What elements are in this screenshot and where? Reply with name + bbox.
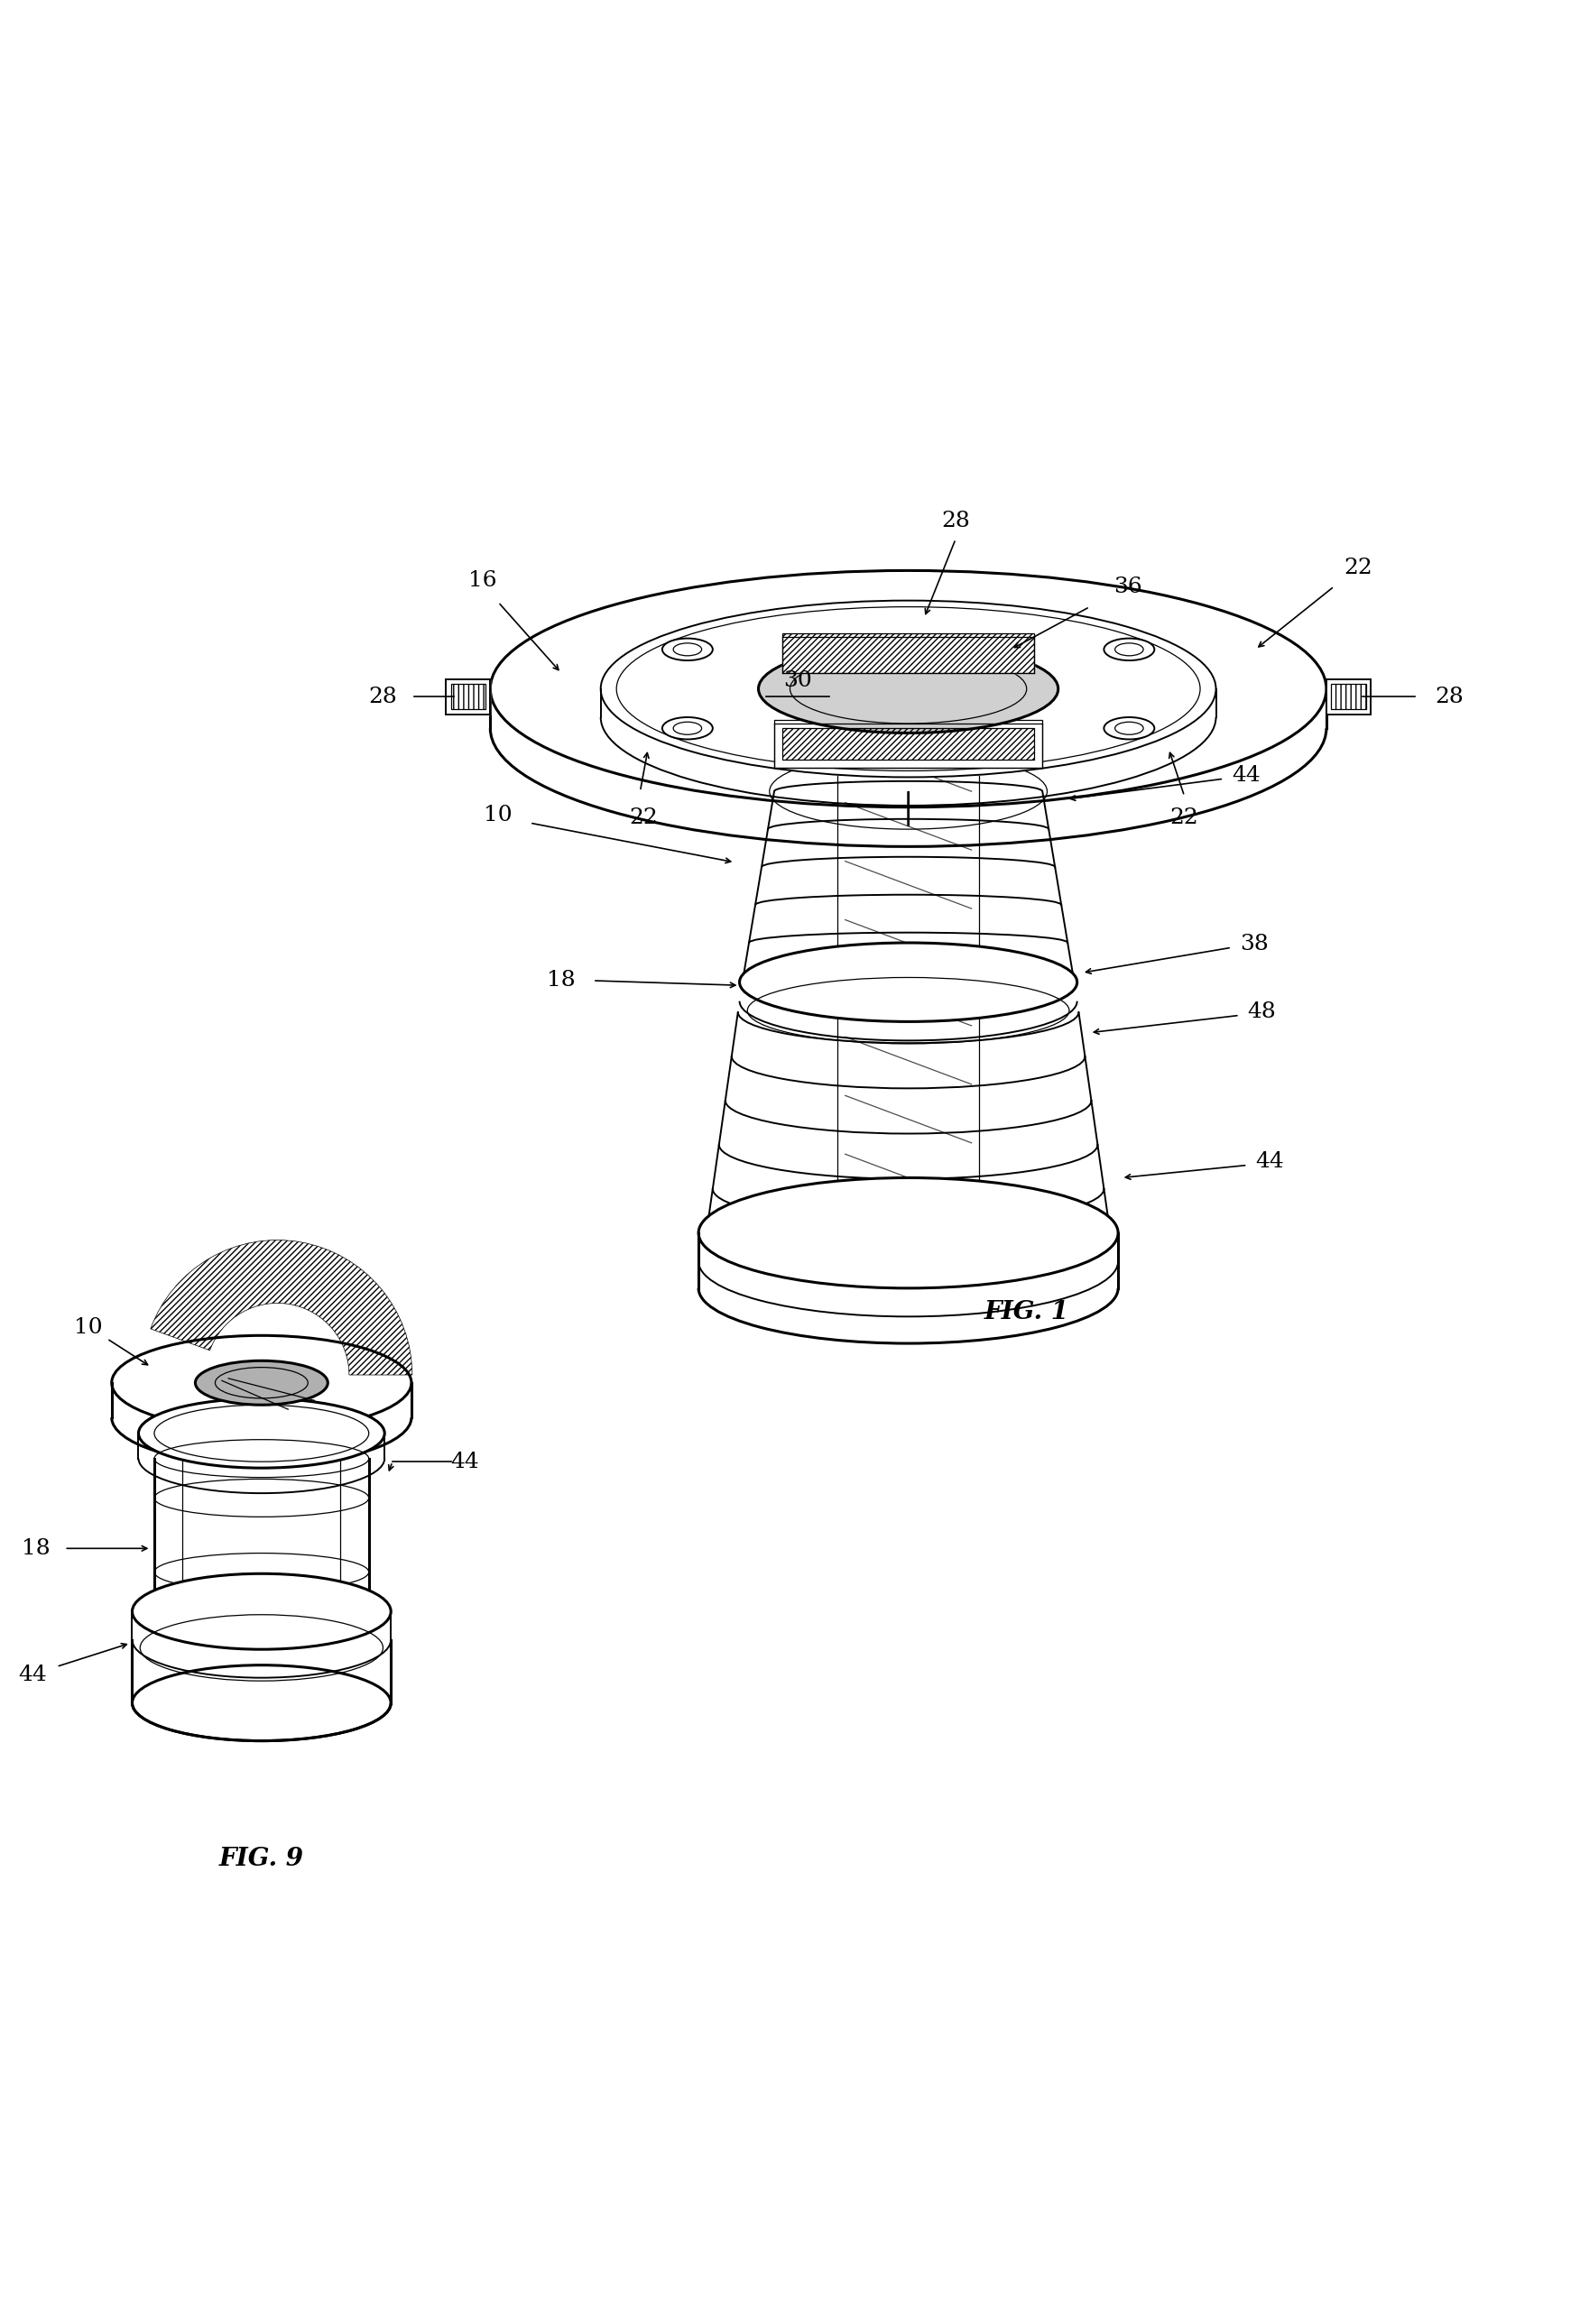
Text: 28: 28	[368, 686, 397, 706]
Text: 38: 38	[1240, 934, 1269, 955]
Text: FIG. 1: FIG. 1	[984, 1299, 1070, 1325]
Ellipse shape	[616, 607, 1201, 772]
Ellipse shape	[490, 572, 1326, 806]
Text: 44: 44	[1256, 1153, 1285, 1171]
Text: 36: 36	[1114, 576, 1142, 597]
Ellipse shape	[139, 1399, 384, 1469]
Ellipse shape	[196, 1362, 327, 1406]
Text: 28: 28	[1435, 686, 1463, 706]
Text: 10: 10	[483, 804, 512, 825]
Text: 44: 44	[1232, 765, 1261, 786]
Text: 28: 28	[942, 511, 970, 532]
Ellipse shape	[1104, 639, 1155, 660]
Ellipse shape	[758, 644, 1059, 732]
Text: 10: 10	[74, 1318, 103, 1339]
Text: 16: 16	[468, 569, 496, 590]
Ellipse shape	[662, 639, 713, 660]
Text: 18: 18	[22, 1538, 51, 1559]
Ellipse shape	[739, 944, 1078, 1023]
Text: 44: 44	[19, 1664, 47, 1685]
Ellipse shape	[112, 1336, 411, 1429]
Ellipse shape	[662, 718, 713, 739]
Text: 22: 22	[1343, 558, 1371, 579]
FancyBboxPatch shape	[774, 720, 1043, 767]
Ellipse shape	[133, 1573, 390, 1650]
Ellipse shape	[133, 1664, 390, 1741]
Text: 22: 22	[629, 806, 657, 827]
FancyBboxPatch shape	[1326, 679, 1370, 713]
Text: 22: 22	[1171, 806, 1199, 827]
Ellipse shape	[698, 1178, 1119, 1287]
Text: 18: 18	[547, 969, 575, 990]
Ellipse shape	[1104, 718, 1155, 739]
Text: 30: 30	[784, 672, 812, 690]
Ellipse shape	[600, 600, 1217, 776]
Text: FIG. 9: FIG. 9	[220, 1848, 303, 1871]
FancyBboxPatch shape	[446, 679, 490, 713]
Text: 48: 48	[1248, 1002, 1277, 1023]
Text: 44: 44	[450, 1450, 479, 1471]
